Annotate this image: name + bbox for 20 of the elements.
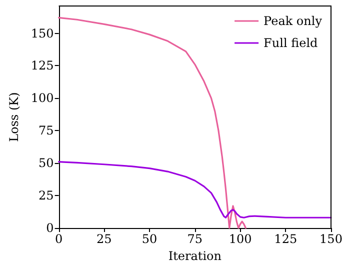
x-tick-label: 0 <box>54 232 63 246</box>
y-tick-label: 25 <box>38 188 54 203</box>
y-tick-label: 100 <box>30 91 54 106</box>
x-tick-label: 25 <box>96 232 112 246</box>
x-tick-label: 75 <box>187 232 203 246</box>
x-tick-label: 125 <box>274 232 298 246</box>
line-series <box>58 16 247 229</box>
line-series <box>58 160 332 218</box>
x-tick-label: 50 <box>142 232 158 246</box>
y-axis-title: Loss (K) <box>7 92 21 142</box>
x-tick-label: 100 <box>228 232 252 246</box>
legend-label: Peak only <box>264 14 322 28</box>
y-tick-label: 50 <box>38 156 54 170</box>
legend-label: Full field <box>264 36 318 50</box>
y-tick-label: 0 <box>46 221 54 235</box>
y-tick-label: 150 <box>30 26 54 40</box>
x-axis-title: Iteration <box>168 249 222 263</box>
x-tick-label: 150 <box>320 232 342 246</box>
y-tick-label: 125 <box>30 58 54 73</box>
y-tick-label: 75 <box>38 124 54 138</box>
